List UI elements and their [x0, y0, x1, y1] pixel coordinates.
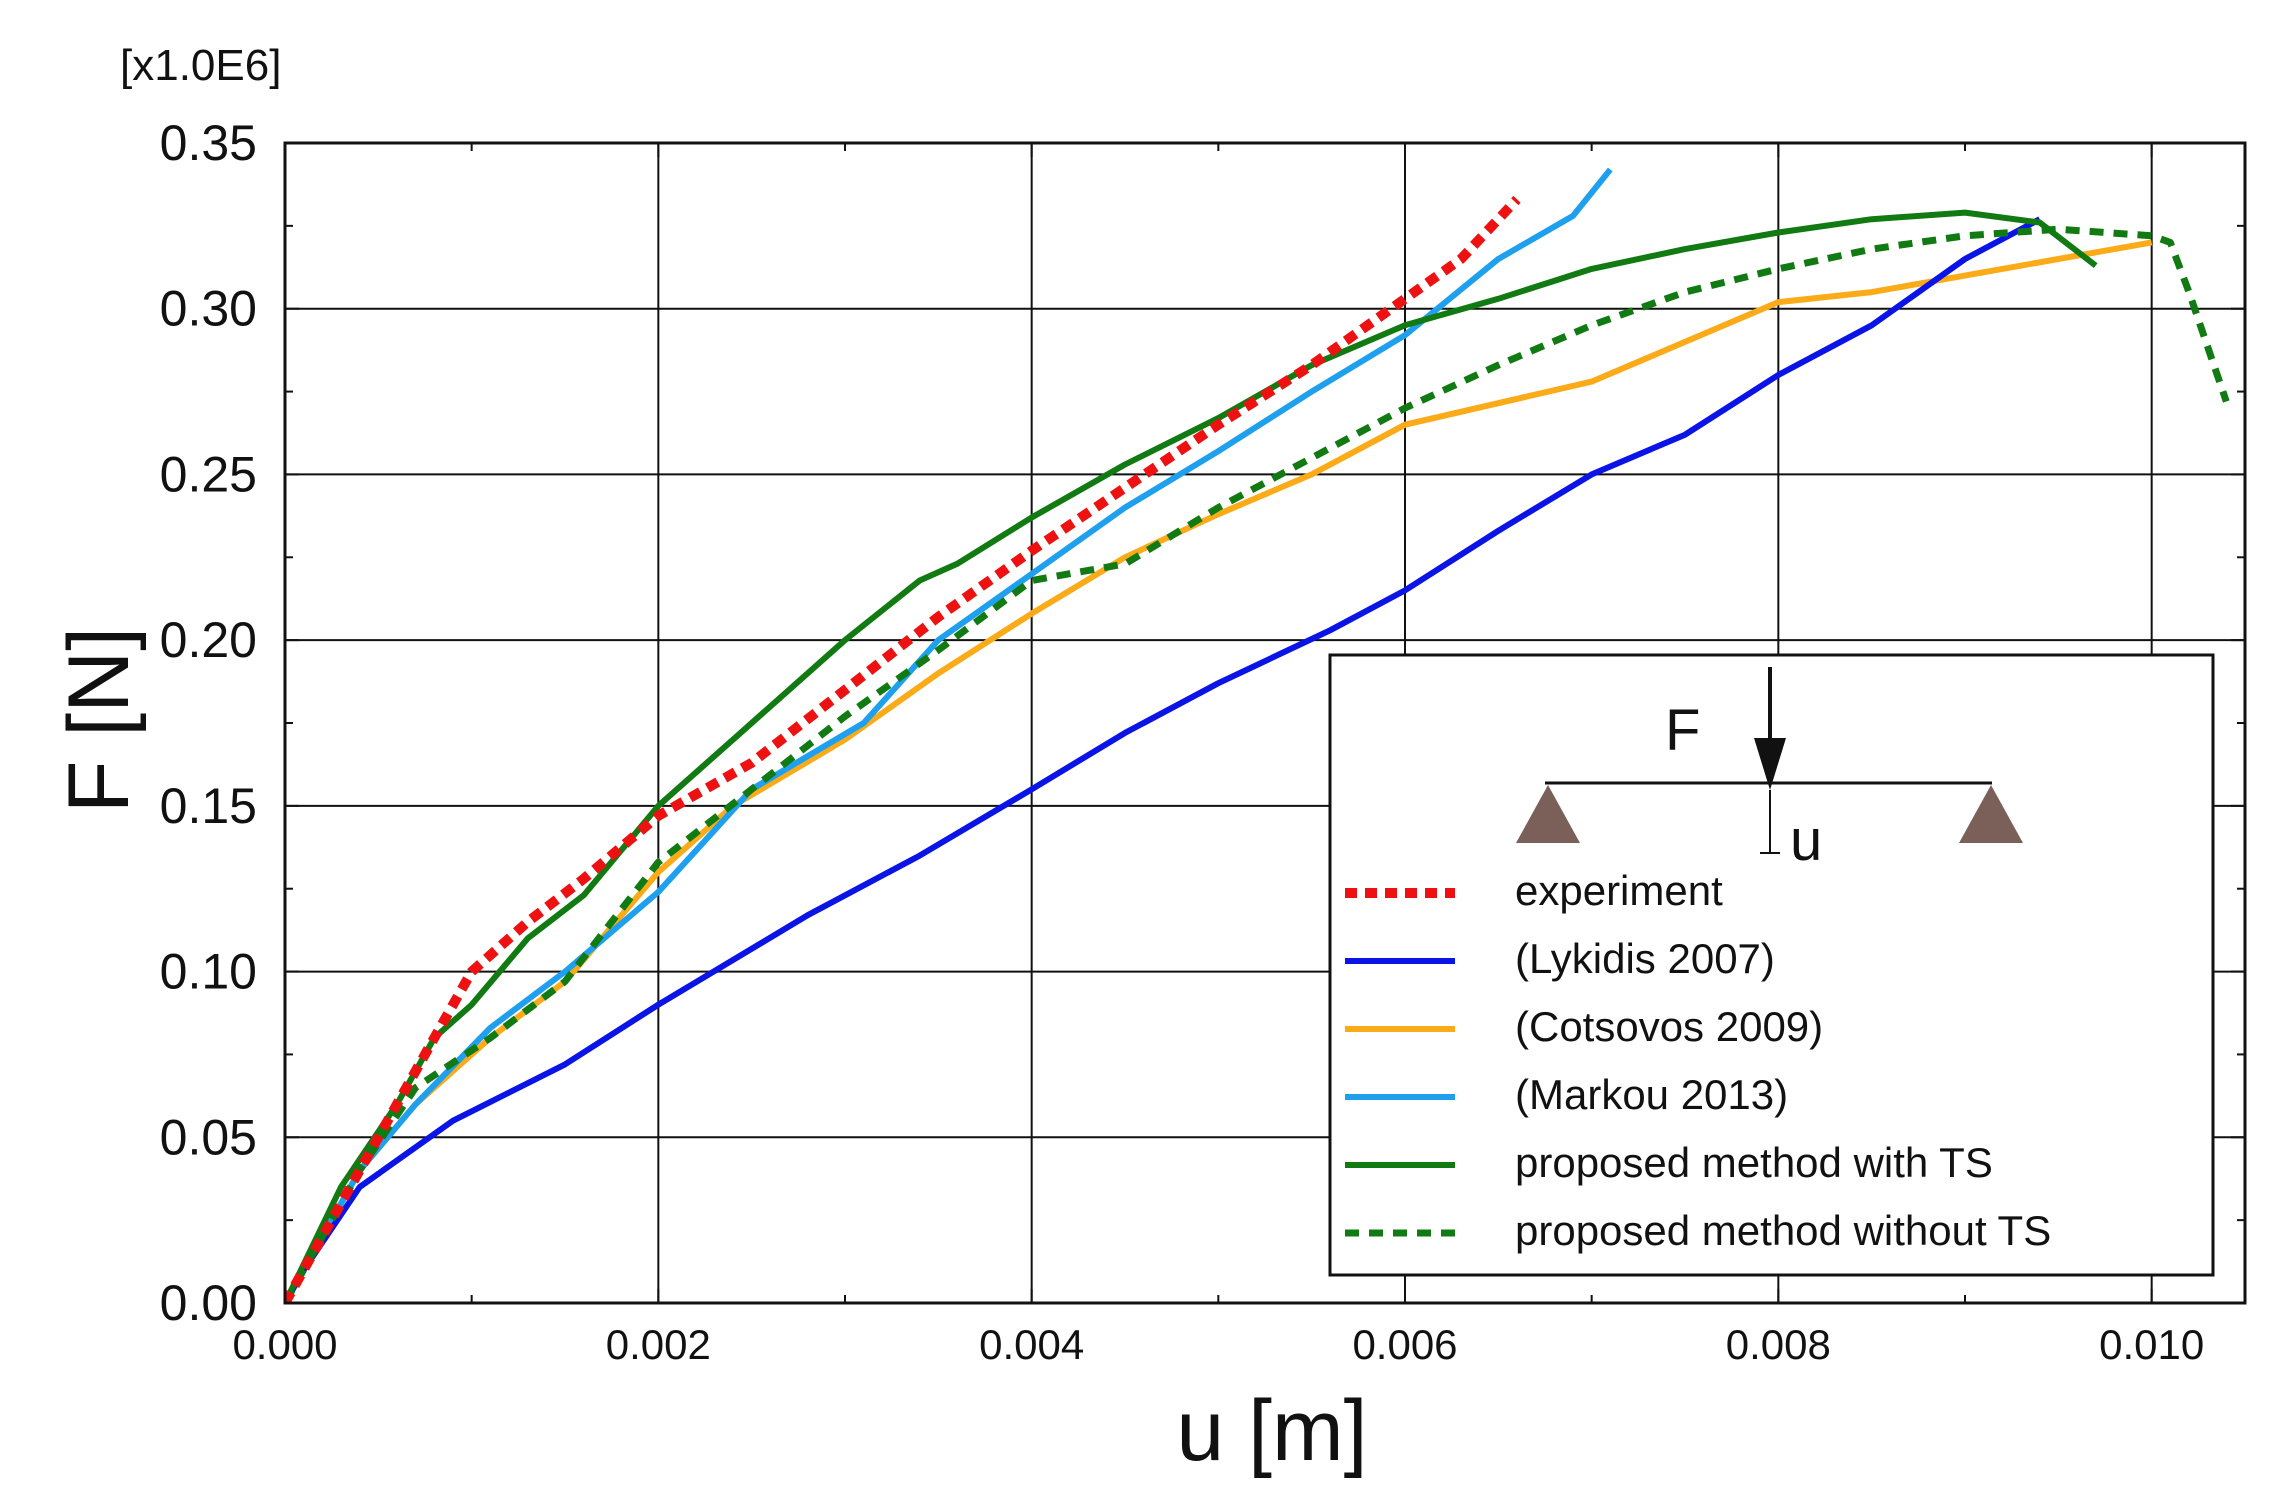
- legend-label: (Lykidis 2007): [1515, 935, 1775, 982]
- x-tick-label: 0.006: [1352, 1321, 1457, 1368]
- y-tick-label: 0.20: [160, 612, 257, 668]
- y-tick-label: 0.35: [160, 115, 257, 171]
- x-tick-label: 0.008: [1726, 1321, 1831, 1368]
- legend-label: (Markou 2013): [1515, 1071, 1788, 1118]
- plot-frame: [283, 141, 2247, 1305]
- x-tick-label: 0.000: [232, 1321, 337, 1368]
- force-arrow-icon: [1754, 738, 1786, 790]
- series-line-1: [285, 216, 2042, 1303]
- x-tick-label: 0.002: [606, 1321, 711, 1368]
- y-tick-label: 0.25: [160, 446, 257, 502]
- x-tick-label: 0.010: [2099, 1321, 2204, 1368]
- legend-label: proposed method with TS: [1515, 1139, 1993, 1186]
- y-tick-label: 0.10: [160, 944, 257, 1000]
- x-tick-label: 0.004: [979, 1321, 1084, 1368]
- y-tick-label: 0.00: [160, 1275, 257, 1331]
- y-tick-label: 0.05: [160, 1109, 257, 1165]
- series-line-0: [285, 195, 1521, 1303]
- right-support-icon: [1959, 785, 2023, 843]
- series-line-4: [285, 209, 2098, 1303]
- force-label: F: [1665, 698, 1700, 763]
- series-line-5: [285, 225, 2230, 1303]
- legend-label: experiment: [1515, 867, 1723, 914]
- beam-diagram: F u: [1516, 667, 2023, 873]
- y-axis-title: F [N]: [51, 627, 147, 813]
- legend-label: proposed method without TS: [1515, 1207, 2051, 1254]
- legend: F u experiment (Lykidis 2007) (Cotsovos 20…: [1328, 653, 2215, 1277]
- legend-label: (Cotsovos 2009): [1515, 1003, 1823, 1050]
- x-axis-title: u [m]: [1176, 1383, 1367, 1479]
- left-support-icon: [1516, 785, 1580, 843]
- y-tick-label: 0.15: [160, 778, 257, 834]
- y-tick-label: 0.30: [160, 281, 257, 337]
- plot-lines: [285, 167, 2230, 1303]
- y-multiplier-label: [x1.0E6]: [120, 41, 281, 90]
- legend-entries: experiment (Lykidis 2007) (Cotsovos 2009) (…: [1345, 867, 2051, 1254]
- tick-labels: 0.00 0.05 0.10 0.15 0.20 0.25 0.30 0.35 0.000 0.0…: [160, 115, 2205, 1368]
- deflection-label: u: [1790, 808, 1822, 873]
